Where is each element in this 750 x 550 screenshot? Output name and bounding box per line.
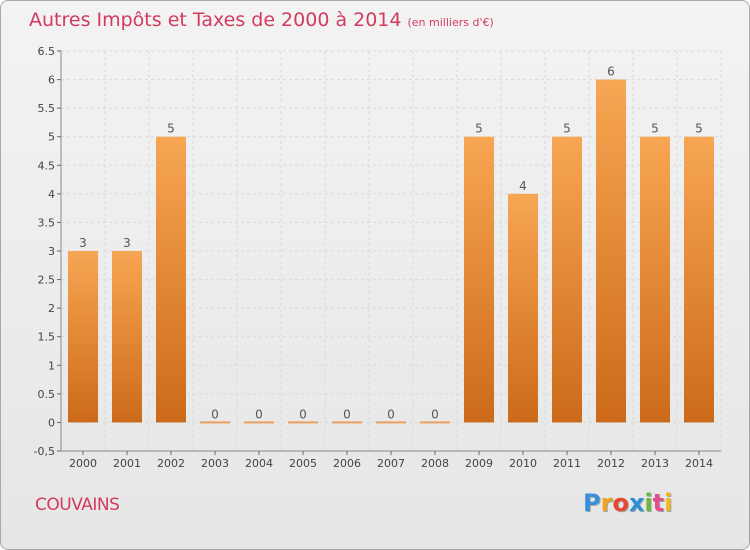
x-tick-label: 2002 — [157, 457, 185, 470]
bar — [552, 136, 582, 423]
y-tick-label: 5.5 — [38, 102, 56, 115]
x-tick-label: 2014 — [685, 457, 713, 470]
data-label: 6 — [607, 65, 615, 79]
x-tick-label: 2004 — [245, 457, 273, 470]
y-tick-label: 4 — [48, 188, 55, 201]
x-tick-label: 2013 — [641, 457, 669, 470]
bar — [420, 421, 450, 424]
y-tick-label: 0 — [48, 416, 55, 429]
x-tick-label: 2010 — [509, 457, 537, 470]
bar — [596, 79, 626, 423]
y-tick-label: 1 — [48, 359, 55, 372]
data-label: 3 — [79, 236, 87, 250]
bars — [68, 79, 714, 424]
x-tick-label: 2006 — [333, 457, 361, 470]
data-label: 0 — [343, 407, 351, 421]
x-tick-label: 2003 — [201, 457, 229, 470]
data-labels: 3 3 5 0 0 0 0 0 0 5 4 5 6 5 5 — [79, 65, 703, 422]
x-tick-label: 2000 — [69, 457, 97, 470]
data-label: 0 — [387, 407, 395, 421]
bar — [508, 193, 538, 423]
x-tick-label: 2011 — [553, 457, 581, 470]
data-label: 0 — [211, 407, 219, 421]
data-label: 3 — [123, 236, 131, 250]
x-tick-label: 2005 — [289, 457, 317, 470]
y-tick-label: 3 — [48, 245, 55, 258]
proxiti-logo: Proxiti — [583, 489, 673, 517]
y-tick-label: 2 — [48, 302, 55, 315]
y-tick-label: 6 — [48, 74, 55, 87]
y-tick-label: 6.5 — [38, 45, 56, 58]
bar — [464, 136, 494, 423]
x-tick-label: 2007 — [377, 457, 405, 470]
bar — [376, 421, 406, 424]
data-label: 5 — [651, 122, 659, 136]
bar — [156, 136, 186, 423]
axes: -0,5 0 0.5 1 1.5 2 2.5 3 3.5 4 4.5 5 5.5 6 6.5 2000 2001… — [34, 45, 721, 470]
data-label: 4 — [519, 179, 527, 193]
bar — [244, 421, 274, 424]
y-tick-label: 2.5 — [38, 274, 56, 287]
title-unit: (en milliers d'€) — [407, 16, 494, 29]
data-label: 0 — [431, 407, 439, 421]
bar — [112, 251, 142, 423]
bar — [640, 136, 670, 423]
bar — [684, 136, 714, 423]
data-label: 0 — [299, 407, 307, 421]
data-label: 5 — [167, 122, 175, 136]
commune-name: COUVAINS — [35, 495, 120, 515]
y-tick-label: -0,5 — [34, 445, 55, 458]
chart-title: Autres Impôts et Taxes de 2000 à 2014 (en… — [29, 9, 494, 31]
x-tick-label: 2009 — [465, 457, 493, 470]
bar — [288, 421, 318, 424]
x-tick-label: 2012 — [597, 457, 625, 470]
data-label: 5 — [475, 122, 483, 136]
y-tick-label: 1.5 — [38, 331, 56, 344]
x-tick-label: 2001 — [113, 457, 141, 470]
y-tick-label: 5 — [48, 131, 55, 144]
y-tick-label: 3.5 — [38, 216, 56, 229]
bar — [68, 251, 98, 423]
data-label: 0 — [255, 407, 263, 421]
y-tick-label: 4.5 — [38, 159, 56, 172]
x-tick-label: 2008 — [421, 457, 449, 470]
title-text: Autres Impôts et Taxes de 2000 à 2014 — [29, 9, 402, 31]
bar — [200, 421, 230, 424]
data-label: 5 — [563, 122, 571, 136]
y-tick-label: 0.5 — [38, 388, 56, 401]
bar — [332, 421, 362, 424]
data-label: 5 — [695, 122, 703, 136]
